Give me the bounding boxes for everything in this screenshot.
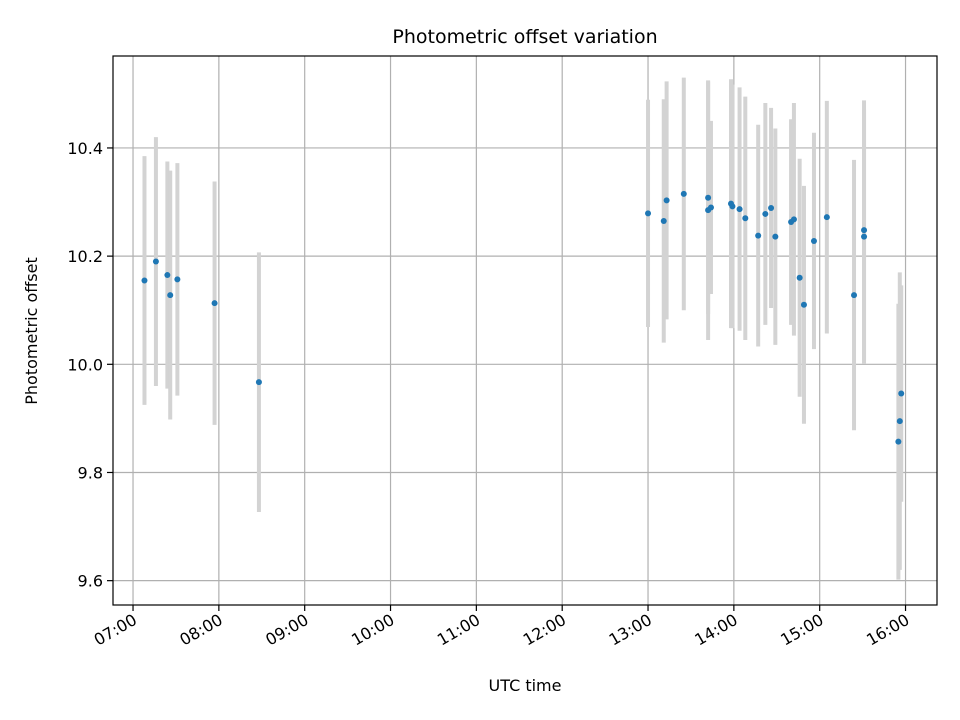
data-point xyxy=(729,203,736,210)
data-point xyxy=(898,390,905,397)
data-point xyxy=(823,214,830,221)
data-point xyxy=(800,301,807,308)
data-point xyxy=(645,210,652,217)
data-point xyxy=(810,237,817,244)
data-point xyxy=(895,438,902,445)
data-point xyxy=(152,258,159,265)
y-axis: 9.6 9.8 10.0 10.2 10.4 xyxy=(67,139,113,591)
data-point xyxy=(167,292,174,299)
y-tick-label: 10.0 xyxy=(67,355,103,374)
y-tick-label: 10.4 xyxy=(67,139,103,158)
data-point xyxy=(772,233,779,240)
data-point xyxy=(707,204,714,211)
data-point xyxy=(705,194,712,201)
data-point xyxy=(762,210,769,217)
data-point xyxy=(174,276,181,283)
y-tick-label: 10.2 xyxy=(67,247,103,266)
data-point xyxy=(755,232,762,239)
plot-frame xyxy=(112,55,938,606)
data-point xyxy=(141,277,148,284)
data-point xyxy=(211,300,218,307)
data-point xyxy=(796,274,803,281)
data-point xyxy=(736,206,743,213)
data-point xyxy=(896,418,903,425)
data-point xyxy=(663,197,670,204)
data-point xyxy=(768,204,775,211)
data-point xyxy=(790,216,797,223)
y-tick-label: 9.6 xyxy=(78,572,103,591)
data-point xyxy=(680,190,687,197)
y-axis-label: Photometric offset xyxy=(22,257,41,405)
data-point xyxy=(164,272,171,279)
x-axis-label: UTC time xyxy=(489,676,562,695)
data-point xyxy=(861,233,868,240)
data-point xyxy=(851,292,858,299)
data-points xyxy=(141,190,905,445)
y-tick-label: 9.8 xyxy=(78,463,103,482)
data-point xyxy=(255,379,262,386)
data-point xyxy=(660,217,667,224)
chart-title: Photometric offset variation xyxy=(392,26,657,48)
data-point xyxy=(861,227,868,234)
data-point xyxy=(742,215,749,222)
